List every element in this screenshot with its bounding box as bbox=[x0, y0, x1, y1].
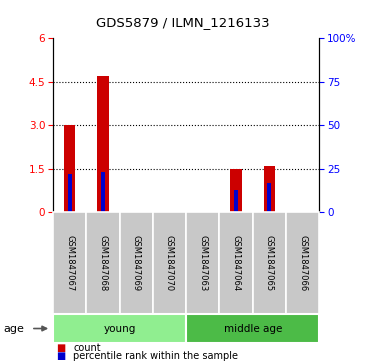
Text: GSM1847068: GSM1847068 bbox=[99, 235, 107, 291]
Text: GSM1847067: GSM1847067 bbox=[65, 235, 74, 291]
Text: ■: ■ bbox=[57, 343, 66, 353]
Bar bbox=[68, 174, 72, 212]
Bar bbox=[234, 190, 238, 212]
Bar bbox=[268, 183, 272, 212]
Bar bbox=[120, 212, 153, 314]
Bar bbox=[186, 212, 219, 314]
Bar bbox=[53, 314, 186, 343]
Bar bbox=[101, 172, 105, 212]
Text: GSM1847070: GSM1847070 bbox=[165, 235, 174, 291]
Text: age: age bbox=[4, 323, 24, 334]
Bar bbox=[253, 212, 286, 314]
Text: percentile rank within the sample: percentile rank within the sample bbox=[73, 351, 238, 361]
Text: GSM1847069: GSM1847069 bbox=[132, 235, 141, 291]
Text: young: young bbox=[103, 323, 136, 334]
Text: GSM1847064: GSM1847064 bbox=[232, 235, 241, 291]
Bar bbox=[53, 212, 86, 314]
Text: count: count bbox=[73, 343, 101, 353]
Text: ■: ■ bbox=[57, 351, 66, 361]
Bar bbox=[230, 169, 242, 212]
Bar bbox=[153, 212, 186, 314]
Bar bbox=[64, 125, 76, 212]
Text: GSM1847063: GSM1847063 bbox=[198, 235, 207, 291]
Bar bbox=[264, 166, 275, 212]
Bar bbox=[219, 212, 253, 314]
Text: GSM1847065: GSM1847065 bbox=[265, 235, 274, 291]
Bar bbox=[86, 212, 120, 314]
Bar bbox=[286, 212, 319, 314]
Bar bbox=[186, 314, 319, 343]
Text: GSM1847066: GSM1847066 bbox=[298, 235, 307, 291]
Text: middle age: middle age bbox=[224, 323, 282, 334]
Text: GDS5879 / ILMN_1216133: GDS5879 / ILMN_1216133 bbox=[96, 16, 269, 29]
Bar bbox=[97, 76, 109, 212]
